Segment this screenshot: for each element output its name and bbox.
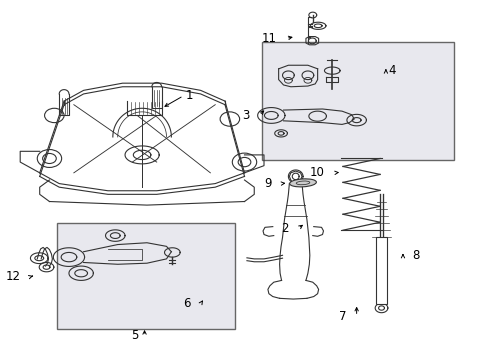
Bar (57, 223, 234, 329)
Text: 11: 11 (261, 32, 276, 45)
Ellipse shape (289, 179, 316, 187)
Bar (261, 42, 453, 160)
Text: 5: 5 (131, 329, 138, 342)
Text: 3: 3 (242, 109, 249, 122)
Text: 12: 12 (5, 270, 20, 283)
Text: 1: 1 (185, 89, 193, 102)
Text: 9: 9 (264, 177, 271, 190)
Text: 2: 2 (280, 222, 288, 235)
Text: 8: 8 (412, 249, 419, 262)
Text: 6: 6 (183, 297, 190, 310)
Bar (375, 237, 386, 304)
Text: 4: 4 (387, 64, 395, 77)
Text: 7: 7 (339, 310, 346, 323)
Text: 10: 10 (309, 166, 325, 179)
